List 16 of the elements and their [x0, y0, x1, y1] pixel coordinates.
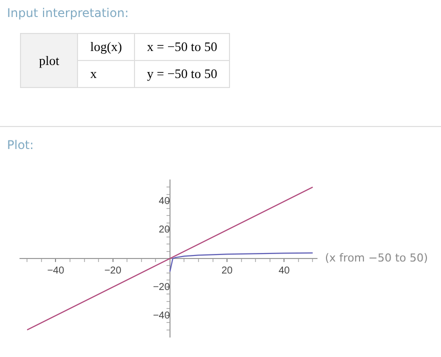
text: x = −50 to 50: [134, 34, 230, 60]
text: log(x): [78, 34, 135, 60]
x-tick-label: −20: [104, 265, 122, 276]
x-tick-label: 20: [221, 265, 234, 276]
x-tick-label: 40: [278, 265, 290, 276]
x-axis-title: (x from −50 to 50): [325, 251, 428, 264]
y-tick-label: 20: [158, 224, 170, 236]
text: plot: [20, 34, 78, 88]
chart-title: Plot:: [7, 138, 34, 152]
text: Input interpretation:: [7, 6, 129, 20]
text: y = −50 to 50: [134, 60, 230, 88]
y-tick-label: 40: [158, 196, 170, 208]
text: x: [78, 60, 135, 88]
y-tick-label: −20: [152, 282, 170, 293]
x-tick-label: −40: [47, 265, 65, 276]
y-tick-label: −40: [152, 310, 170, 322]
